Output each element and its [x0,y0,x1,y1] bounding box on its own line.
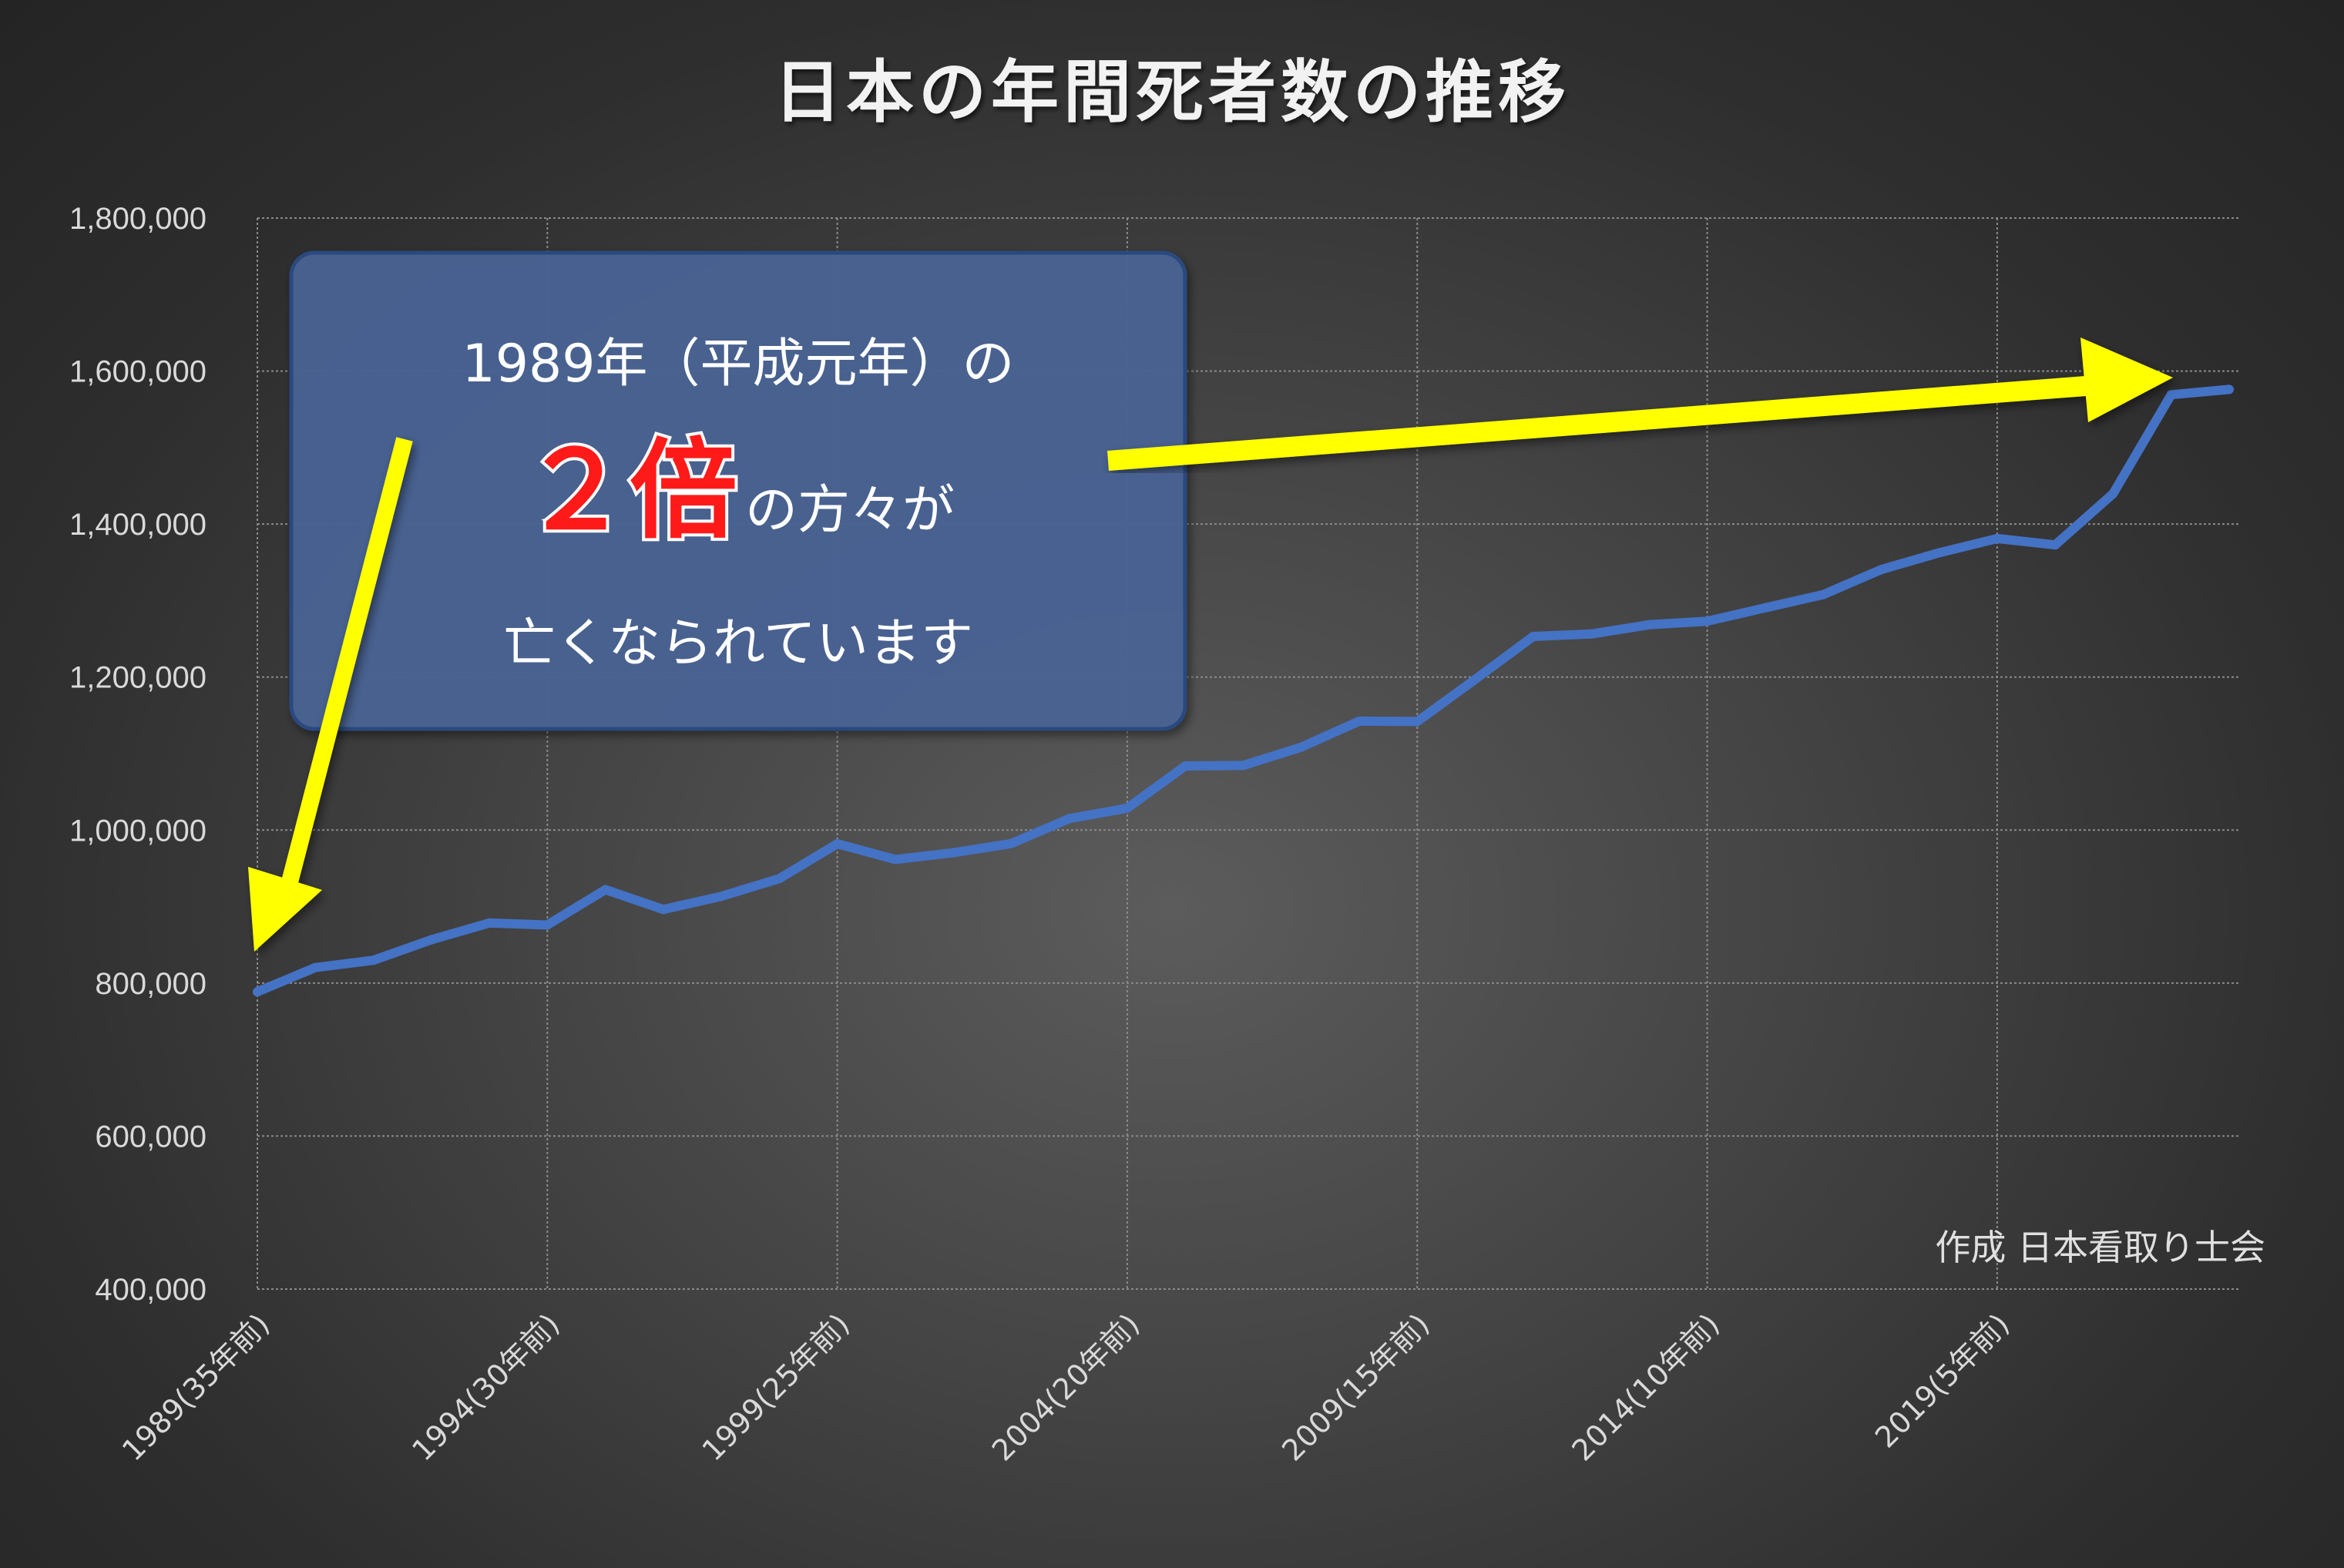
data-point [1818,589,1829,599]
data-point [2224,384,2234,395]
x-tick-label: 2004(20年前) [986,1307,1146,1467]
data-point [253,987,262,997]
data-point [1992,533,2002,543]
y-tick-label: 1,800,000 [69,202,207,236]
annotation-callout: 1989年（平成元年）の ２倍 の方々が 亡くなられています [289,250,1187,731]
y-tick-label: 1,600,000 [69,355,207,389]
data-point [949,848,959,858]
data-point [2108,489,2118,499]
data-point [658,905,668,915]
y-tick-label: 600,000 [95,1120,207,1153]
x-tick-label: 1994(30年前) [405,1307,566,1467]
annotation-emphasis: ２倍 [522,428,737,554]
data-point [890,855,900,865]
data-point [426,935,436,945]
annotation-line-1: 1989年（平成元年）の [462,334,1014,395]
x-tick-label: 2009(15年前) [1275,1307,1436,1467]
annotation-line-2: ２倍 の方々が [522,428,955,554]
data-point [1180,761,1190,771]
data-point [1876,565,1886,575]
data-point [1702,616,1712,626]
data-point [1760,603,1770,613]
data-point [1296,742,1306,752]
y-tick-label: 1,200,000 [69,661,207,695]
annotation-box [289,250,1187,731]
data-point [1470,674,1480,684]
data-point [2050,540,2060,550]
data-point [311,962,321,972]
data-point [1238,760,1248,771]
data-point [1122,803,1132,813]
data-point [600,885,610,895]
y-tick-label: 1,400,000 [69,508,207,542]
data-point [2166,390,2176,400]
x-tick-label: 2019(5年前) [1869,1307,2016,1454]
series-layer [253,384,2234,997]
data-point [774,874,784,884]
x-tick-label: 1989(35年前) [116,1307,276,1467]
y-axis-tick-labels: 400,000 600,000 800,000 1,000,000 1,200,000 1… [69,202,207,1307]
data-point [368,955,378,965]
annotation-line-2-rest: の方々が [745,480,955,541]
x-tick-label: 2014(10年前) [1566,1307,1726,1467]
data-point [1587,629,1597,639]
y-tick-label: 400,000 [95,1273,207,1307]
arrow-to-start [248,437,413,952]
arrow-to-end [1107,337,2173,471]
annotation-line-3: 亡くなられています [503,613,973,674]
credit-text: 作成 日本看取り士会 [1935,1227,2265,1268]
data-point [485,918,495,928]
data-point [542,920,552,930]
data-point [1355,716,1364,726]
data-point [1644,619,1654,630]
data-point [832,839,842,849]
data-point [1934,548,1944,558]
chart-title: 日本の年間死者数の推移 [774,52,1570,132]
data-point [1006,838,1016,848]
data-point [1412,717,1422,727]
data-point [717,891,727,902]
y-tick-label: 800,000 [95,967,207,1001]
data-point [1064,814,1074,824]
data-point [1528,632,1538,641]
x-tick-label: 1999(25年前) [696,1307,856,1467]
x-axis-tick-labels: 1989(35年前) 1994(30年前) 1999(25年前) 2004(20年前)… [116,1307,2016,1467]
y-tick-label: 1,000,000 [69,814,207,848]
arrows [248,337,2173,952]
